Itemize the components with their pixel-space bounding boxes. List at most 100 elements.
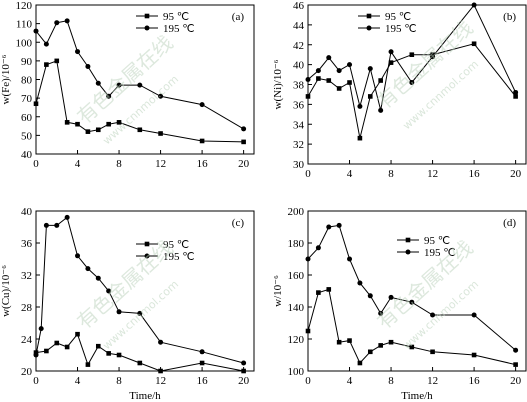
data-point-circle bbox=[38, 326, 44, 332]
data-point-square bbox=[75, 331, 80, 337]
data-point-square bbox=[241, 368, 246, 374]
data-point-square bbox=[367, 349, 373, 355]
y-tick-label: 32 bbox=[21, 270, 32, 282]
data-point-square bbox=[430, 349, 435, 355]
data-point-square bbox=[513, 94, 518, 99]
y-tick-label: 100 bbox=[16, 37, 33, 49]
data-point-square bbox=[137, 127, 143, 133]
data-point-square bbox=[388, 60, 394, 65]
data-point-square bbox=[137, 360, 143, 366]
legend-marker-square bbox=[366, 13, 372, 19]
y-tick-label: 34 bbox=[293, 119, 305, 131]
x-tick-label: 8 bbox=[116, 375, 122, 387]
y-tick-label: 160 bbox=[288, 270, 305, 282]
data-point-circle bbox=[471, 312, 477, 318]
series-line-1 bbox=[35, 333, 244, 372]
y-tick-label: 180 bbox=[288, 238, 305, 250]
data-point-circle bbox=[430, 312, 436, 318]
watermark-text: 有色金属在线 bbox=[72, 236, 177, 334]
legend-marker-square bbox=[144, 13, 150, 19]
y-tick-label: 46 bbox=[293, 0, 305, 12]
y-tick-label: 90 bbox=[21, 56, 33, 68]
data-point-square bbox=[116, 120, 122, 125]
data-point-circle bbox=[75, 49, 81, 55]
data-point-square bbox=[85, 362, 91, 367]
panel-label: (b) bbox=[503, 11, 516, 23]
data-point-square bbox=[33, 101, 39, 107]
x-tick-label: 4 bbox=[347, 375, 353, 387]
data-point-circle bbox=[33, 352, 39, 358]
plot-frame bbox=[307, 210, 527, 372]
y-axis-label: w(Ni)/10⁻⁶ bbox=[272, 59, 284, 109]
data-point-circle bbox=[95, 275, 101, 281]
data-point-circle bbox=[241, 360, 247, 366]
data-point-circle bbox=[409, 299, 415, 305]
data-point-circle bbox=[64, 214, 70, 220]
x-tick-label: 12 bbox=[155, 375, 166, 387]
x-tick-label: 16 bbox=[469, 375, 481, 387]
data-point-circle bbox=[357, 103, 363, 109]
data-point-square bbox=[347, 80, 352, 85]
data-point-circle bbox=[367, 66, 373, 72]
legend-marker-circle bbox=[144, 253, 150, 259]
legend-marker-square bbox=[144, 241, 150, 247]
data-point-square bbox=[44, 62, 49, 67]
y-tick-label: 140 bbox=[288, 302, 305, 314]
x-tick-label: 16 bbox=[469, 168, 481, 180]
x-tick-label: 12 bbox=[427, 168, 438, 180]
y-tick-label: 60 bbox=[21, 112, 33, 124]
data-point-square bbox=[378, 343, 383, 348]
data-point-circle bbox=[43, 222, 49, 228]
y-tick-label: 120 bbox=[16, 0, 33, 12]
data-point-circle bbox=[326, 55, 332, 61]
legend-label: 95 ℃ bbox=[163, 11, 189, 23]
data-point-circle bbox=[137, 310, 143, 316]
data-point-circle bbox=[158, 93, 164, 99]
data-point-square bbox=[378, 78, 383, 83]
data-point-square bbox=[85, 129, 91, 134]
x-tick-label: 4 bbox=[75, 375, 81, 387]
x-tick-label: 20 bbox=[510, 168, 522, 180]
data-point-square bbox=[106, 351, 111, 356]
data-point-square bbox=[409, 344, 415, 350]
legend-label: 95 ℃ bbox=[385, 11, 411, 23]
data-point-square bbox=[199, 138, 205, 144]
y-tick-label: 70 bbox=[21, 93, 33, 105]
x-tick-label: 4 bbox=[347, 168, 353, 180]
data-point-circle bbox=[33, 28, 39, 34]
y-tick-label: 110 bbox=[16, 19, 33, 31]
data-point-square bbox=[158, 368, 163, 374]
y-tick-label: 38 bbox=[293, 80, 305, 92]
y-tick-label: 30 bbox=[293, 159, 305, 171]
data-point-circle bbox=[430, 54, 436, 60]
data-point-square bbox=[44, 348, 49, 354]
x-tick-label: 16 bbox=[197, 375, 209, 387]
data-point-circle bbox=[199, 102, 205, 108]
y-tick-label: 44 bbox=[293, 20, 305, 32]
y-tick-label: 20 bbox=[21, 366, 33, 378]
x-tick-label: 12 bbox=[155, 158, 166, 170]
data-point-square bbox=[409, 52, 415, 57]
y-tick-label: 32 bbox=[293, 139, 304, 151]
data-point-square bbox=[367, 94, 373, 99]
x-tick-label: 0 bbox=[33, 375, 39, 387]
x-tick-label: 12 bbox=[427, 375, 438, 387]
legend-label: 195 ℃ bbox=[163, 251, 195, 263]
panel-b: 0 4 8 12 16 20 30 32 34 36 38 40 42 44 46 w(Ni)/10⁻⁶ (b)… bbox=[272, 0, 527, 180]
data-point-circle bbox=[199, 349, 205, 355]
data-point-circle bbox=[378, 107, 384, 113]
data-point-circle bbox=[326, 224, 332, 230]
y-tick-label: 120 bbox=[288, 334, 305, 346]
panel-label: (c) bbox=[232, 217, 245, 229]
data-point-square bbox=[241, 139, 246, 145]
data-point-circle bbox=[367, 293, 373, 299]
data-point-circle bbox=[388, 294, 394, 300]
data-point-square bbox=[316, 290, 321, 295]
data-point-circle bbox=[137, 82, 143, 88]
data-point-square bbox=[95, 127, 101, 133]
watermark-text: 有色金属在线 bbox=[72, 31, 177, 129]
data-point-circle bbox=[106, 288, 112, 294]
data-point-square bbox=[326, 287, 332, 292]
data-point-circle bbox=[357, 280, 363, 286]
data-point-square bbox=[158, 131, 163, 136]
